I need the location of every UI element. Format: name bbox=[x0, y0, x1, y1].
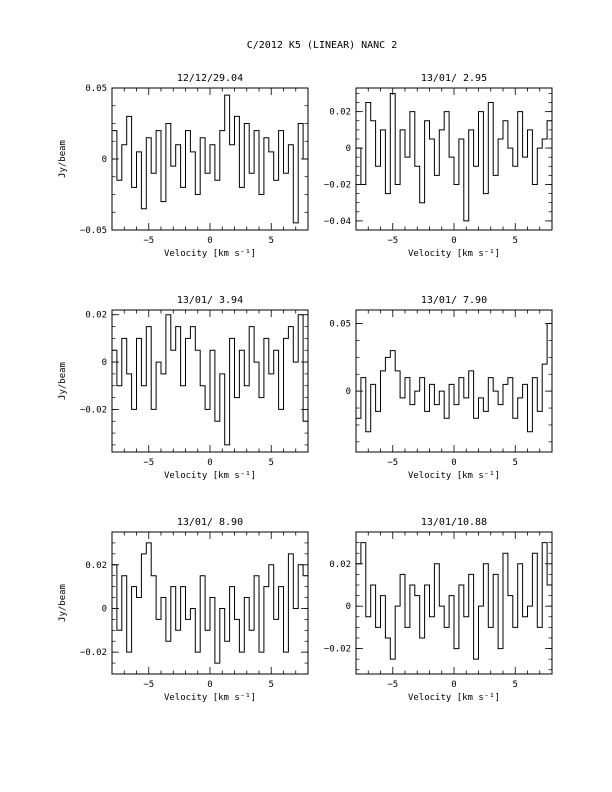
x-tick-label: 5 bbox=[269, 458, 274, 468]
panel-title: 13/01/10.88 bbox=[421, 517, 487, 528]
panel-title: 13/01/ 7.90 bbox=[421, 295, 487, 306]
x-tick-label: −5 bbox=[143, 236, 154, 246]
y-tick-label: −0.02 bbox=[324, 645, 351, 655]
y-tick-label: 0.02 bbox=[329, 108, 351, 118]
y-tick-label: −0.05 bbox=[80, 226, 107, 236]
y-tick-label: 0.02 bbox=[85, 561, 107, 571]
figure-title: C/2012 K5 (LINEAR) NANC 2 bbox=[247, 40, 398, 51]
spectrum-line bbox=[112, 94, 308, 224]
x-tick-label: −5 bbox=[387, 236, 398, 246]
y-tick-label: 0 bbox=[346, 602, 351, 612]
x-tick-label: 5 bbox=[269, 236, 274, 246]
y-tick-label: 0 bbox=[102, 358, 107, 368]
x-axis-label: Velocity [km s⁻¹] bbox=[408, 693, 500, 703]
y-tick-label: 0 bbox=[102, 604, 107, 614]
x-tick-label: 0 bbox=[451, 236, 456, 246]
x-tick-label: 5 bbox=[513, 458, 518, 468]
y-axis-label: Jy/beam bbox=[58, 362, 68, 400]
y-axis-label: Jy/beam bbox=[58, 584, 68, 622]
x-tick-label: 0 bbox=[207, 458, 212, 468]
y-tick-label: 0.05 bbox=[85, 84, 107, 94]
y-tick-label: 0 bbox=[102, 155, 107, 165]
y-tick-label: −0.04 bbox=[324, 217, 351, 227]
panel-6: 13/01/10.88 −5 0 5 −0.02 0 0.02 Velocity [km s⁻… bbox=[324, 517, 553, 703]
panel-title: 13/01/ 8.90 bbox=[177, 517, 243, 528]
y-tick-label: 0.02 bbox=[85, 311, 107, 321]
y-tick-label: 0 bbox=[346, 144, 351, 154]
x-tick-label: −5 bbox=[143, 680, 154, 690]
y-tick-label: 0.05 bbox=[329, 320, 351, 330]
x-axis-label: Velocity [km s⁻¹] bbox=[164, 249, 256, 259]
y-tick-label: 0 bbox=[346, 387, 351, 397]
panel-title: 12/12/29.04 bbox=[177, 73, 243, 84]
panel-1: 12/12/29.04 −5 0 5 −0.05 0 0.05 Velocity [km s⁻… bbox=[58, 73, 309, 259]
panel-4: 13/01/ 7.90 −5 0 5 0 0.05 Velocity [km s⁻¹] bbox=[329, 295, 553, 481]
panel-2: 13/01/ 2.95 −5 0 5 −0.04 −0.02 0 0.02 Velocity [… bbox=[324, 73, 553, 259]
panels-group: 12/12/29.04 −5 0 5 −0.05 0 0.05 Velocity [km s⁻… bbox=[58, 73, 553, 703]
spectrum-line bbox=[356, 92, 552, 222]
spectrum-line bbox=[112, 314, 308, 446]
spectrum-line bbox=[356, 542, 552, 660]
x-tick-label: 0 bbox=[207, 236, 212, 246]
x-tick-label: 5 bbox=[513, 236, 518, 246]
spectrum-line bbox=[356, 323, 552, 433]
spectrum-line bbox=[112, 542, 308, 664]
x-axis-label: Velocity [km s⁻¹] bbox=[408, 471, 500, 481]
x-axis-label: Velocity [km s⁻¹] bbox=[164, 471, 256, 481]
x-tick-label: −5 bbox=[143, 458, 154, 468]
x-tick-label: 0 bbox=[451, 458, 456, 468]
y-tick-label: −0.02 bbox=[80, 648, 107, 658]
x-tick-label: 0 bbox=[207, 680, 212, 690]
panel-title: 13/01/ 3.94 bbox=[177, 295, 243, 306]
panel-title: 13/01/ 2.95 bbox=[421, 73, 487, 84]
x-axis-label: Velocity [km s⁻¹] bbox=[164, 693, 256, 703]
x-tick-label: 5 bbox=[269, 680, 274, 690]
x-axis-label: Velocity [km s⁻¹] bbox=[408, 249, 500, 259]
y-axis-label: Jy/beam bbox=[58, 140, 68, 178]
y-tick-label: 0.02 bbox=[329, 560, 351, 570]
x-tick-label: −5 bbox=[387, 680, 398, 690]
y-tick-label: −0.02 bbox=[324, 180, 351, 190]
panel-5: 13/01/ 8.90 −5 0 5 −0.02 0 0.02 Velocity [km s⁻… bbox=[58, 517, 309, 703]
x-tick-label: −5 bbox=[387, 458, 398, 468]
panel-3: 13/01/ 3.94 −5 0 5 −0.02 0 0.02 Velocity [km s⁻… bbox=[58, 295, 309, 481]
x-tick-label: 5 bbox=[513, 680, 518, 690]
x-tick-label: 0 bbox=[451, 680, 456, 690]
y-tick-label: −0.02 bbox=[80, 405, 107, 415]
